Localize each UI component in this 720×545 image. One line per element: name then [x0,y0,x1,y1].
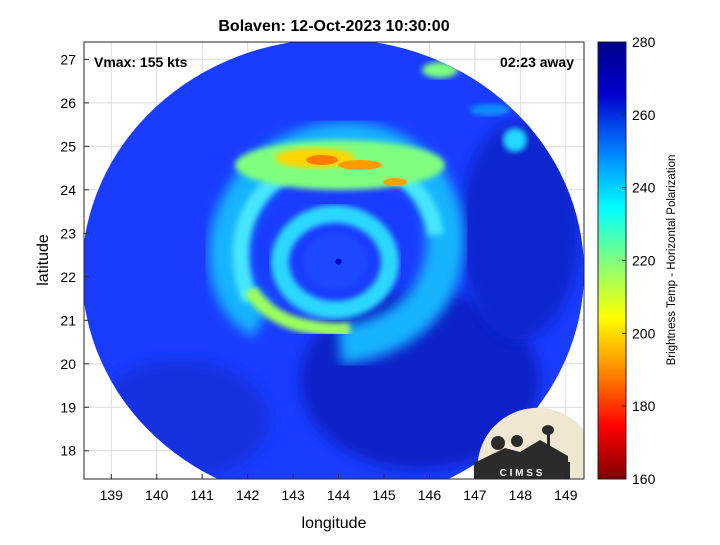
northern-band-hot [383,178,407,186]
y-tick-label: 26 [60,95,76,111]
microwave-swath-image [0,0,584,479]
colorbar-tick-label: 180 [632,398,656,414]
colorbar: 280 260 240 220 200 180 160 Brightness Temp - … [597,34,678,487]
colorbar-tick-label: 160 [632,471,656,487]
storm-eyewall [0,0,16,16]
cimss-logo: C I M S S [474,407,584,479]
southwest-rainband [244,285,351,337]
y-axis-ticks: 27 26 25 24 23 22 21 20 19 18 [60,51,89,459]
x-tick-label: 149 [554,487,578,503]
y-tick-label: 19 [60,399,76,415]
x-tick-label: 141 [191,487,215,503]
plot-title: Bolaven: 12-Oct-2023 10:30:00 [218,18,449,35]
colorbar-ticks: 280 260 240 220 200 180 160 [622,34,656,487]
logo-tower [547,426,550,462]
y-axis-label: latitude [35,234,52,286]
northern-band-hot [306,155,338,165]
logo-tower-tank [542,425,554,435]
colorbar-gradient [597,41,627,480]
moat [303,234,367,290]
inner-ring [271,205,399,319]
logo-dish [511,435,523,447]
logo-ground [474,462,570,479]
colorbar-tick-label: 240 [632,180,656,196]
y-tick-label: 20 [60,356,76,372]
y-tick-label: 25 [60,138,76,154]
y-tick-label: 22 [60,269,76,285]
northern-band-hot [338,160,382,170]
logo-dish [491,436,505,450]
y-tick-label: 18 [60,443,76,459]
y-tick-label: 24 [60,182,76,198]
colorbar-tick-label: 200 [632,325,656,341]
x-tick-label: 145 [372,487,396,503]
time-away-label: 02:23 away [500,54,574,70]
logo-text: C I M S S [500,468,543,479]
x-axis-label: longitude [302,515,367,532]
x-tick-label: 146 [418,487,442,503]
northeast-patch [422,62,458,78]
axes-frame [83,41,585,480]
x-tick-label: 143 [281,487,305,503]
y-tick-label: 23 [60,225,76,241]
x-tick-label: 139 [100,487,124,503]
x-tick-label: 142 [236,487,260,503]
northeast-patch [503,128,527,152]
storm-eye [335,258,342,265]
x-tick-label: 140 [145,487,169,503]
x-tick-label: 147 [463,487,487,503]
logo-silhouette [476,440,568,462]
x-tick-label: 144 [327,487,351,503]
colorbar-tick-label: 260 [632,107,656,123]
colorbar-tick-label: 220 [632,253,656,269]
northeast-patch [470,104,510,116]
y-tick-label: 27 [60,51,76,67]
outer-dark-region [460,120,580,340]
colorbar-tick-label: 280 [632,34,656,50]
x-axis-ticks: 139 140 141 142 143 144 145 146 147 148 149 [100,474,578,503]
vmax-label: Vmax: 155 kts [94,54,188,70]
y-tick-label: 21 [60,312,76,328]
x-tick-label: 148 [509,487,533,503]
colorbar-label: Brightness Temp - Horizontal Polarizatio… [666,155,678,366]
